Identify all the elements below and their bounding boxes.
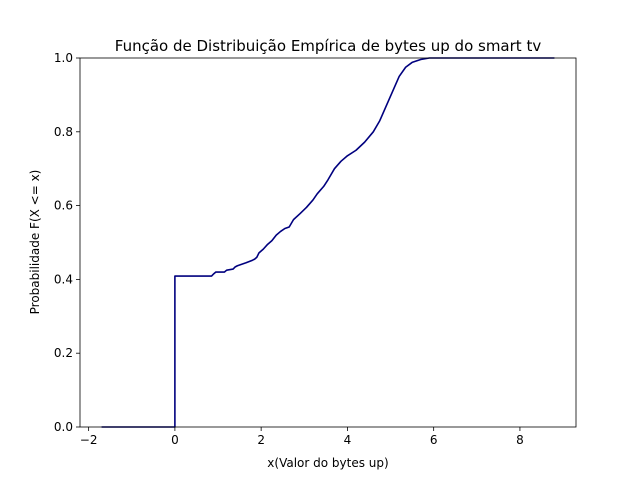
x-tick-label-4: 6 (430, 433, 438, 447)
y-tick-label-5: 1.0 (54, 51, 73, 65)
x-tick-label-1: 0 (171, 433, 179, 447)
chart-title: Função de Distribuição Empírica de bytes… (115, 37, 542, 55)
y-tick-label-2: 0.4 (54, 272, 73, 286)
x-tick-label-0: −2 (80, 433, 98, 447)
y-tick-label-1: 0.2 (54, 346, 73, 360)
y-tick-label-0: 0.0 (54, 420, 73, 434)
ecdf-line-0 (101, 57, 555, 428)
y-tick-label-4: 0.8 (54, 125, 73, 139)
x-tick-label-2: 2 (257, 433, 265, 447)
x-axis-label: x(Valor do bytes up) (267, 456, 388, 470)
plot-area: −2 0 2 4 6 8 0.0 0.2 0.4 0.6 0.8 1.0 (54, 51, 577, 447)
x-tick-label-5: 8 (516, 433, 524, 447)
x-tick-label-3: 4 (344, 433, 352, 447)
y-tick-label-3: 0.6 (54, 199, 73, 213)
axes-frame (79, 57, 577, 428)
y-axis-label: Probabilidade F(X <= x) (28, 170, 42, 315)
